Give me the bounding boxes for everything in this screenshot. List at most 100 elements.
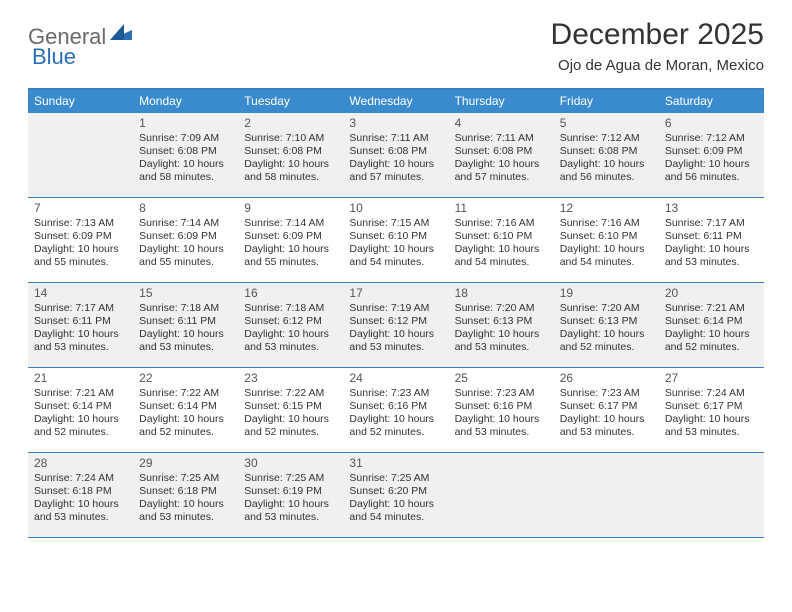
sunrise-text: Sunrise: 7:20 AM: [455, 302, 550, 315]
dow-saturday: Saturday: [659, 90, 764, 113]
day-info: Sunrise: 7:25 AMSunset: 6:19 PMDaylight:…: [244, 472, 339, 525]
day-info: Sunrise: 7:09 AMSunset: 6:08 PMDaylight:…: [139, 132, 234, 185]
daylight-text: Daylight: 10 hours and 54 minutes.: [349, 243, 444, 269]
daylight-text: Daylight: 10 hours and 52 minutes.: [34, 413, 129, 439]
day-number: 19: [560, 286, 655, 300]
day-cell: 13Sunrise: 7:17 AMSunset: 6:11 PMDayligh…: [659, 198, 764, 282]
day-cell: 28Sunrise: 7:24 AMSunset: 6:18 PMDayligh…: [28, 453, 133, 537]
daylight-text: Daylight: 10 hours and 57 minutes.: [455, 158, 550, 184]
day-cell: 29Sunrise: 7:25 AMSunset: 6:18 PMDayligh…: [133, 453, 238, 537]
sunset-text: Sunset: 6:10 PM: [455, 230, 550, 243]
day-number: 14: [34, 286, 129, 300]
daylight-text: Daylight: 10 hours and 53 minutes.: [349, 328, 444, 354]
day-cell: 6Sunrise: 7:12 AMSunset: 6:09 PMDaylight…: [659, 113, 764, 197]
sunset-text: Sunset: 6:09 PM: [34, 230, 129, 243]
sunset-text: Sunset: 6:12 PM: [244, 315, 339, 328]
daylight-text: Daylight: 10 hours and 52 minutes.: [665, 328, 760, 354]
sunrise-text: Sunrise: 7:20 AM: [560, 302, 655, 315]
day-number: 26: [560, 371, 655, 385]
day-info: Sunrise: 7:17 AMSunset: 6:11 PMDaylight:…: [34, 302, 129, 355]
sunrise-text: Sunrise: 7:09 AM: [139, 132, 234, 145]
day-info: Sunrise: 7:20 AMSunset: 6:13 PMDaylight:…: [560, 302, 655, 355]
sunset-text: Sunset: 6:08 PM: [244, 145, 339, 158]
day-number: 15: [139, 286, 234, 300]
day-cell: 27Sunrise: 7:24 AMSunset: 6:17 PMDayligh…: [659, 368, 764, 452]
day-cell: 12Sunrise: 7:16 AMSunset: 6:10 PMDayligh…: [554, 198, 659, 282]
day-info: Sunrise: 7:23 AMSunset: 6:17 PMDaylight:…: [560, 387, 655, 440]
sunrise-text: Sunrise: 7:14 AM: [139, 217, 234, 230]
sunrise-text: Sunrise: 7:12 AM: [665, 132, 760, 145]
sunset-text: Sunset: 6:14 PM: [34, 400, 129, 413]
sunset-text: Sunset: 6:08 PM: [139, 145, 234, 158]
day-cell: 2Sunrise: 7:10 AMSunset: 6:08 PMDaylight…: [238, 113, 343, 197]
day-number: 31: [349, 456, 444, 470]
location: Ojo de Agua de Moran, Mexico: [551, 57, 764, 74]
day-number: 7: [34, 201, 129, 215]
day-number: 20: [665, 286, 760, 300]
sunrise-text: Sunrise: 7:21 AM: [665, 302, 760, 315]
daylight-text: Daylight: 10 hours and 56 minutes.: [665, 158, 760, 184]
sunrise-text: Sunrise: 7:23 AM: [349, 387, 444, 400]
day-info: Sunrise: 7:11 AMSunset: 6:08 PMDaylight:…: [455, 132, 550, 185]
sunrise-text: Sunrise: 7:18 AM: [244, 302, 339, 315]
sunset-text: Sunset: 6:08 PM: [560, 145, 655, 158]
sunrise-text: Sunrise: 7:11 AM: [349, 132, 444, 145]
day-cell: 16Sunrise: 7:18 AMSunset: 6:12 PMDayligh…: [238, 283, 343, 367]
sunset-text: Sunset: 6:16 PM: [349, 400, 444, 413]
day-number: 11: [455, 201, 550, 215]
day-cell: 9Sunrise: 7:14 AMSunset: 6:09 PMDaylight…: [238, 198, 343, 282]
sunrise-text: Sunrise: 7:24 AM: [34, 472, 129, 485]
sunrise-text: Sunrise: 7:16 AM: [455, 217, 550, 230]
dow-sunday: Sunday: [28, 90, 133, 113]
day-number: 5: [560, 116, 655, 130]
day-info: Sunrise: 7:18 AMSunset: 6:12 PMDaylight:…: [244, 302, 339, 355]
month-title: December 2025: [551, 18, 764, 51]
daylight-text: Daylight: 10 hours and 53 minutes.: [34, 328, 129, 354]
daylight-text: Daylight: 10 hours and 53 minutes.: [34, 498, 129, 524]
day-cell: [554, 453, 659, 537]
sunrise-text: Sunrise: 7:25 AM: [139, 472, 234, 485]
sunrise-text: Sunrise: 7:25 AM: [349, 472, 444, 485]
sunrise-text: Sunrise: 7:14 AM: [244, 217, 339, 230]
day-cell: 23Sunrise: 7:22 AMSunset: 6:15 PMDayligh…: [238, 368, 343, 452]
sunrise-text: Sunrise: 7:24 AM: [665, 387, 760, 400]
dow-thursday: Thursday: [449, 90, 554, 113]
day-cell: 15 Sunrise: 7:18 AMSunset: 6:11 PMDayligh…: [133, 283, 238, 367]
day-number: 24: [349, 371, 444, 385]
dow-tuesday: Tuesday: [238, 90, 343, 113]
day-info: Sunrise: 7:19 AMSunset: 6:12 PMDaylight:…: [349, 302, 444, 355]
sunset-text: Sunset: 6:11 PM: [665, 230, 760, 243]
dow-friday: Friday: [554, 90, 659, 113]
sunset-text: Sunset: 6:17 PM: [560, 400, 655, 413]
title-block: December 2025 Ojo de Agua de Moran, Mexi…: [551, 18, 764, 74]
day-info: Sunrise: 7:18 AMSunset: 6:11 PMDaylight:…: [139, 302, 234, 355]
week-row: 14 Sunrise: 7:17 AMSunset: 6:11 PMDayligh…: [28, 283, 764, 368]
day-cell: 26 Sunrise: 7:23 AMSunset: 6:17 PMDayligh…: [554, 368, 659, 452]
daylight-text: Daylight: 10 hours and 53 minutes.: [139, 498, 234, 524]
day-cell: 21Sunrise: 7:21 AMSunset: 6:14 PMDayligh…: [28, 368, 133, 452]
page: General December 2025 Ojo de Agua de Mor…: [0, 0, 792, 538]
sunrise-text: Sunrise: 7:23 AM: [560, 387, 655, 400]
day-cell: [28, 113, 133, 197]
day-number: 9: [244, 201, 339, 215]
day-cell: 22Sunrise: 7:22 AMSunset: 6:14 PMDayligh…: [133, 368, 238, 452]
sunrise-text: Sunrise: 7:11 AM: [455, 132, 550, 145]
day-number: 3: [349, 116, 444, 130]
day-cell: 20Sunrise: 7:21 AMSunset: 6:14 PMDayligh…: [659, 283, 764, 367]
daylight-text: Daylight: 10 hours and 54 minutes.: [560, 243, 655, 269]
daylight-text: Daylight: 10 hours and 58 minutes.: [244, 158, 339, 184]
day-info: Sunrise: 7:22 AMSunset: 6:14 PMDaylight:…: [139, 387, 234, 440]
sunrise-text: Sunrise: 7:22 AM: [139, 387, 234, 400]
day-cell: 18Sunrise: 7:20 AMSunset: 6:13 PMDayligh…: [449, 283, 554, 367]
day-cell: 19 Sunrise: 7:20 AMSunset: 6:13 PMDayligh…: [554, 283, 659, 367]
sunset-text: Sunset: 6:17 PM: [665, 400, 760, 413]
dow-wednesday: Wednesday: [343, 90, 448, 113]
day-info: Sunrise: 7:12 AMSunset: 6:08 PMDaylight:…: [560, 132, 655, 185]
day-info: Sunrise: 7:16 AMSunset: 6:10 PMDaylight:…: [455, 217, 550, 270]
sunset-text: Sunset: 6:20 PM: [349, 485, 444, 498]
day-cell: 10Sunrise: 7:15 AMSunset: 6:10 PMDayligh…: [343, 198, 448, 282]
day-number: 21: [34, 371, 129, 385]
day-cell: 24Sunrise: 7:23 AMSunset: 6:16 PMDayligh…: [343, 368, 448, 452]
day-number: 25: [455, 371, 550, 385]
day-cell: 1Sunrise: 7:09 AMSunset: 6:08 PMDaylight…: [133, 113, 238, 197]
